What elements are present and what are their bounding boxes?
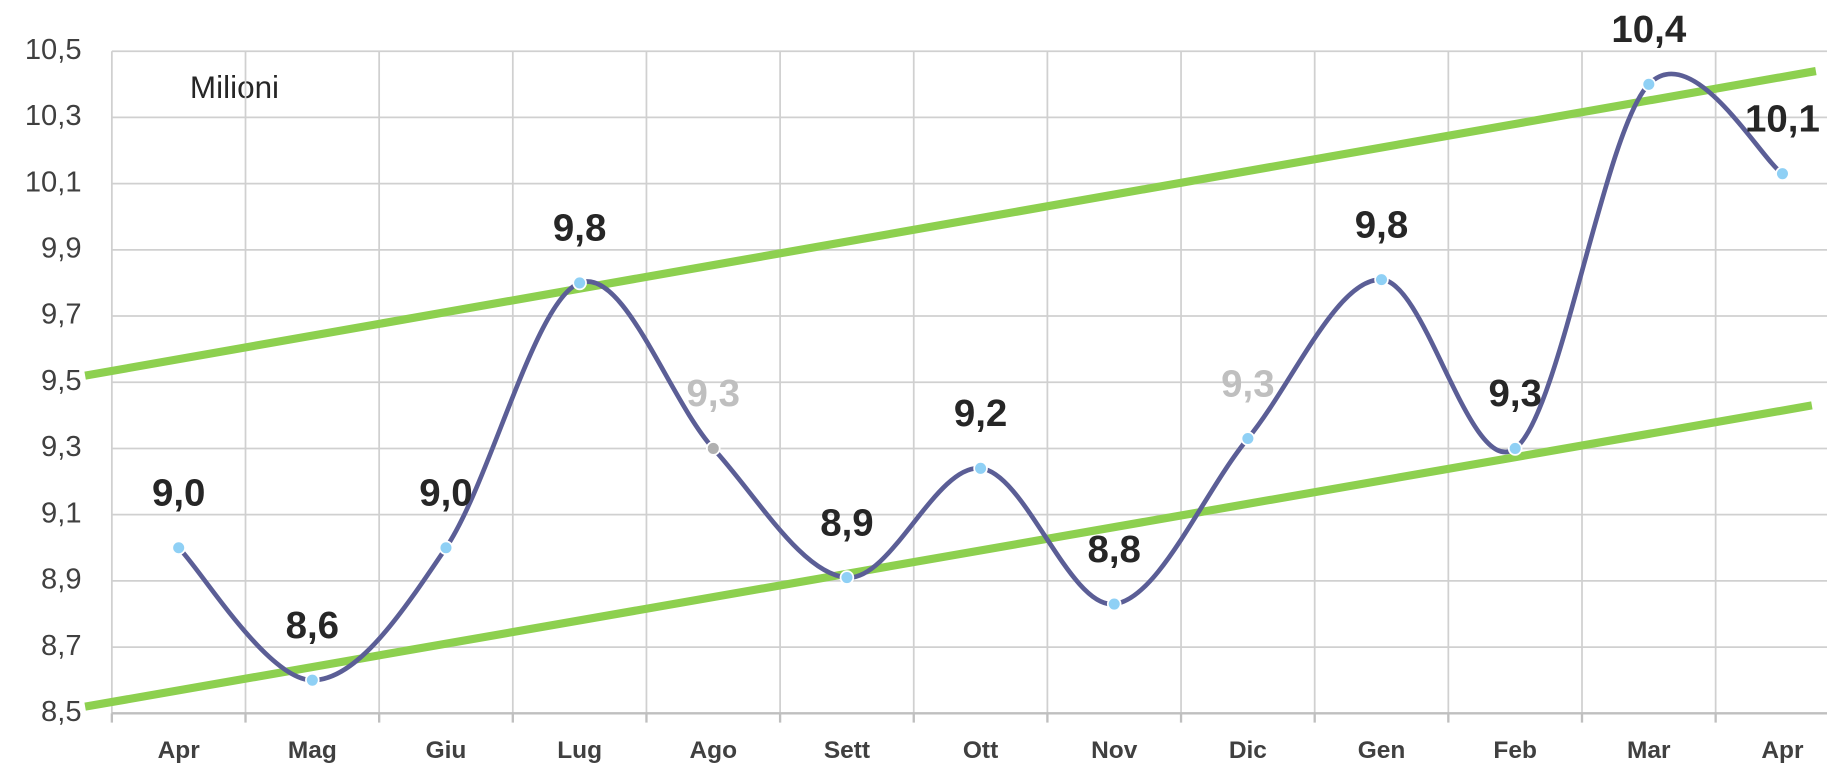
data-point [973, 461, 988, 476]
annotation: Milioni [190, 70, 279, 105]
x-tick-label: Dic [1229, 737, 1267, 764]
x-tick-label: Ago [690, 737, 738, 764]
data-point [1374, 272, 1389, 287]
data-point [1507, 441, 1523, 456]
y-tick-label: 10,3 [25, 100, 82, 132]
data-label: 9,0 [419, 472, 472, 515]
x-tick-label: Feb [1493, 737, 1536, 764]
y-tick-label: 9,1 [41, 497, 81, 529]
data-point [1775, 166, 1790, 181]
data-label: 9,8 [1355, 203, 1408, 246]
data-label: 8,9 [820, 501, 873, 544]
x-tick-label: Mag [288, 737, 337, 764]
data-label: 9,0 [152, 472, 205, 515]
x-tick-label: Mar [1627, 737, 1671, 764]
y-tick-label: 8,9 [41, 564, 81, 596]
data-label: 10,1 [1745, 97, 1820, 140]
data-label: 9,8 [553, 207, 606, 250]
x-tick-label: Lug [557, 737, 602, 764]
x-tick-label: Giu [426, 737, 467, 764]
x-tick-label: Gen [1358, 737, 1406, 764]
data-point [1641, 77, 1657, 92]
data-label: 8,8 [1088, 528, 1141, 571]
data-point [1240, 431, 1256, 446]
data-point [1106, 596, 1122, 612]
data-point [171, 540, 186, 556]
grid [110, 50, 1827, 715]
x-tick-label: Apr [158, 737, 201, 764]
data-point [705, 441, 721, 456]
x-tick-label: Nov [1091, 737, 1138, 764]
data-point [572, 275, 587, 291]
y-tick-label: 9,7 [41, 299, 81, 331]
plot: Milioni 8,5 8,7 8,9 9,1 9,3 9,5 9,7 9,9 10,1 10,3… [25, 8, 1827, 764]
x-tick-label: Sett [824, 737, 870, 764]
y-tick-label: 8,7 [41, 630, 81, 662]
series-line [177, 71, 1784, 683]
data-label: 10,4 [1611, 8, 1686, 51]
data-point [438, 540, 454, 556]
y-tick-label: 10,1 [25, 166, 82, 198]
data-label: 9,3 [1221, 362, 1274, 405]
data-label: 9,3 [687, 372, 740, 415]
y-tick-label: 8,5 [41, 696, 81, 728]
x-tick-label: Apr [1761, 737, 1804, 764]
data-point [839, 570, 855, 585]
trend-line [84, 67, 1817, 380]
y-tick-label: 9,3 [41, 431, 81, 463]
data-point [305, 672, 320, 688]
y-tick-label: 10,5 [25, 34, 82, 66]
trend-line [84, 401, 1813, 711]
y-tick-label: 9,9 [41, 233, 81, 265]
data-label: 9,2 [954, 392, 1007, 435]
x-tick-label: Ott [963, 737, 998, 764]
data-label: 8,6 [286, 604, 339, 647]
y-tick-label: 9,5 [41, 365, 81, 397]
data-label: 9,3 [1488, 372, 1541, 415]
